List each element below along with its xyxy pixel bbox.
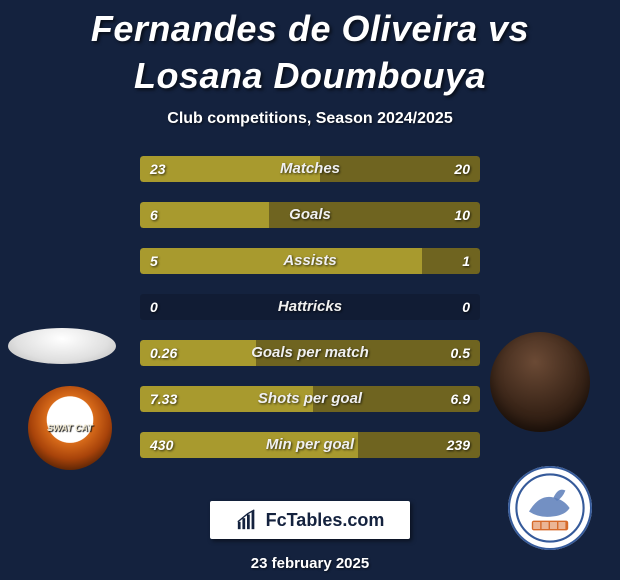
brand-label: FcTables.com <box>266 510 385 531</box>
comparison-content: SWAT CAT Matches2320 Goals610 Assists51 Hat… <box>0 156 620 476</box>
date-label: 23 february 2025 <box>0 555 620 572</box>
bar-right-fill <box>320 156 480 182</box>
brand-chart-icon <box>236 509 258 531</box>
bar-track <box>140 294 480 320</box>
bar-left-fill <box>140 248 422 274</box>
club-left-label: SWAT CAT <box>47 423 93 433</box>
subtitle: Club competitions, Season 2024/2025 <box>0 110 620 128</box>
club-left-badge: SWAT CAT <box>28 386 112 470</box>
bar-left-fill <box>140 340 256 366</box>
bar-right-fill <box>256 340 480 366</box>
bar-track <box>140 202 480 228</box>
stat-row: Min per goal430239 <box>140 432 480 458</box>
stat-row: Goals per match0.260.5 <box>140 340 480 366</box>
bar-track <box>140 156 480 182</box>
bar-track <box>140 340 480 366</box>
stat-row: Matches2320 <box>140 156 480 182</box>
player-right-avatar <box>490 332 590 432</box>
stat-row: Goals610 <box>140 202 480 228</box>
brand-link[interactable]: FcTables.com <box>210 501 411 539</box>
stat-row: Assists51 <box>140 248 480 274</box>
footer: FcTables.com 23 february 2025 <box>0 501 620 580</box>
bar-left-fill <box>140 156 320 182</box>
bar-track <box>140 432 480 458</box>
bar-right-fill <box>422 248 480 274</box>
bar-right-fill <box>313 386 480 412</box>
bar-left-fill <box>140 386 313 412</box>
page-title: Fernandes de Oliveira vs Losana Doumbouy… <box>0 0 620 100</box>
stat-row: Hattricks00 <box>140 294 480 320</box>
bar-track <box>140 386 480 412</box>
bar-left-fill <box>140 202 269 228</box>
bar-right-fill <box>269 202 480 228</box>
stat-bars: Matches2320 Goals610 Assists51 Hattricks00 G… <box>140 156 480 478</box>
bar-right-fill <box>358 432 480 458</box>
stat-row: Shots per goal7.336.9 <box>140 386 480 412</box>
bar-left-fill <box>140 432 358 458</box>
bar-track <box>140 248 480 274</box>
player-left-avatar <box>8 328 116 364</box>
